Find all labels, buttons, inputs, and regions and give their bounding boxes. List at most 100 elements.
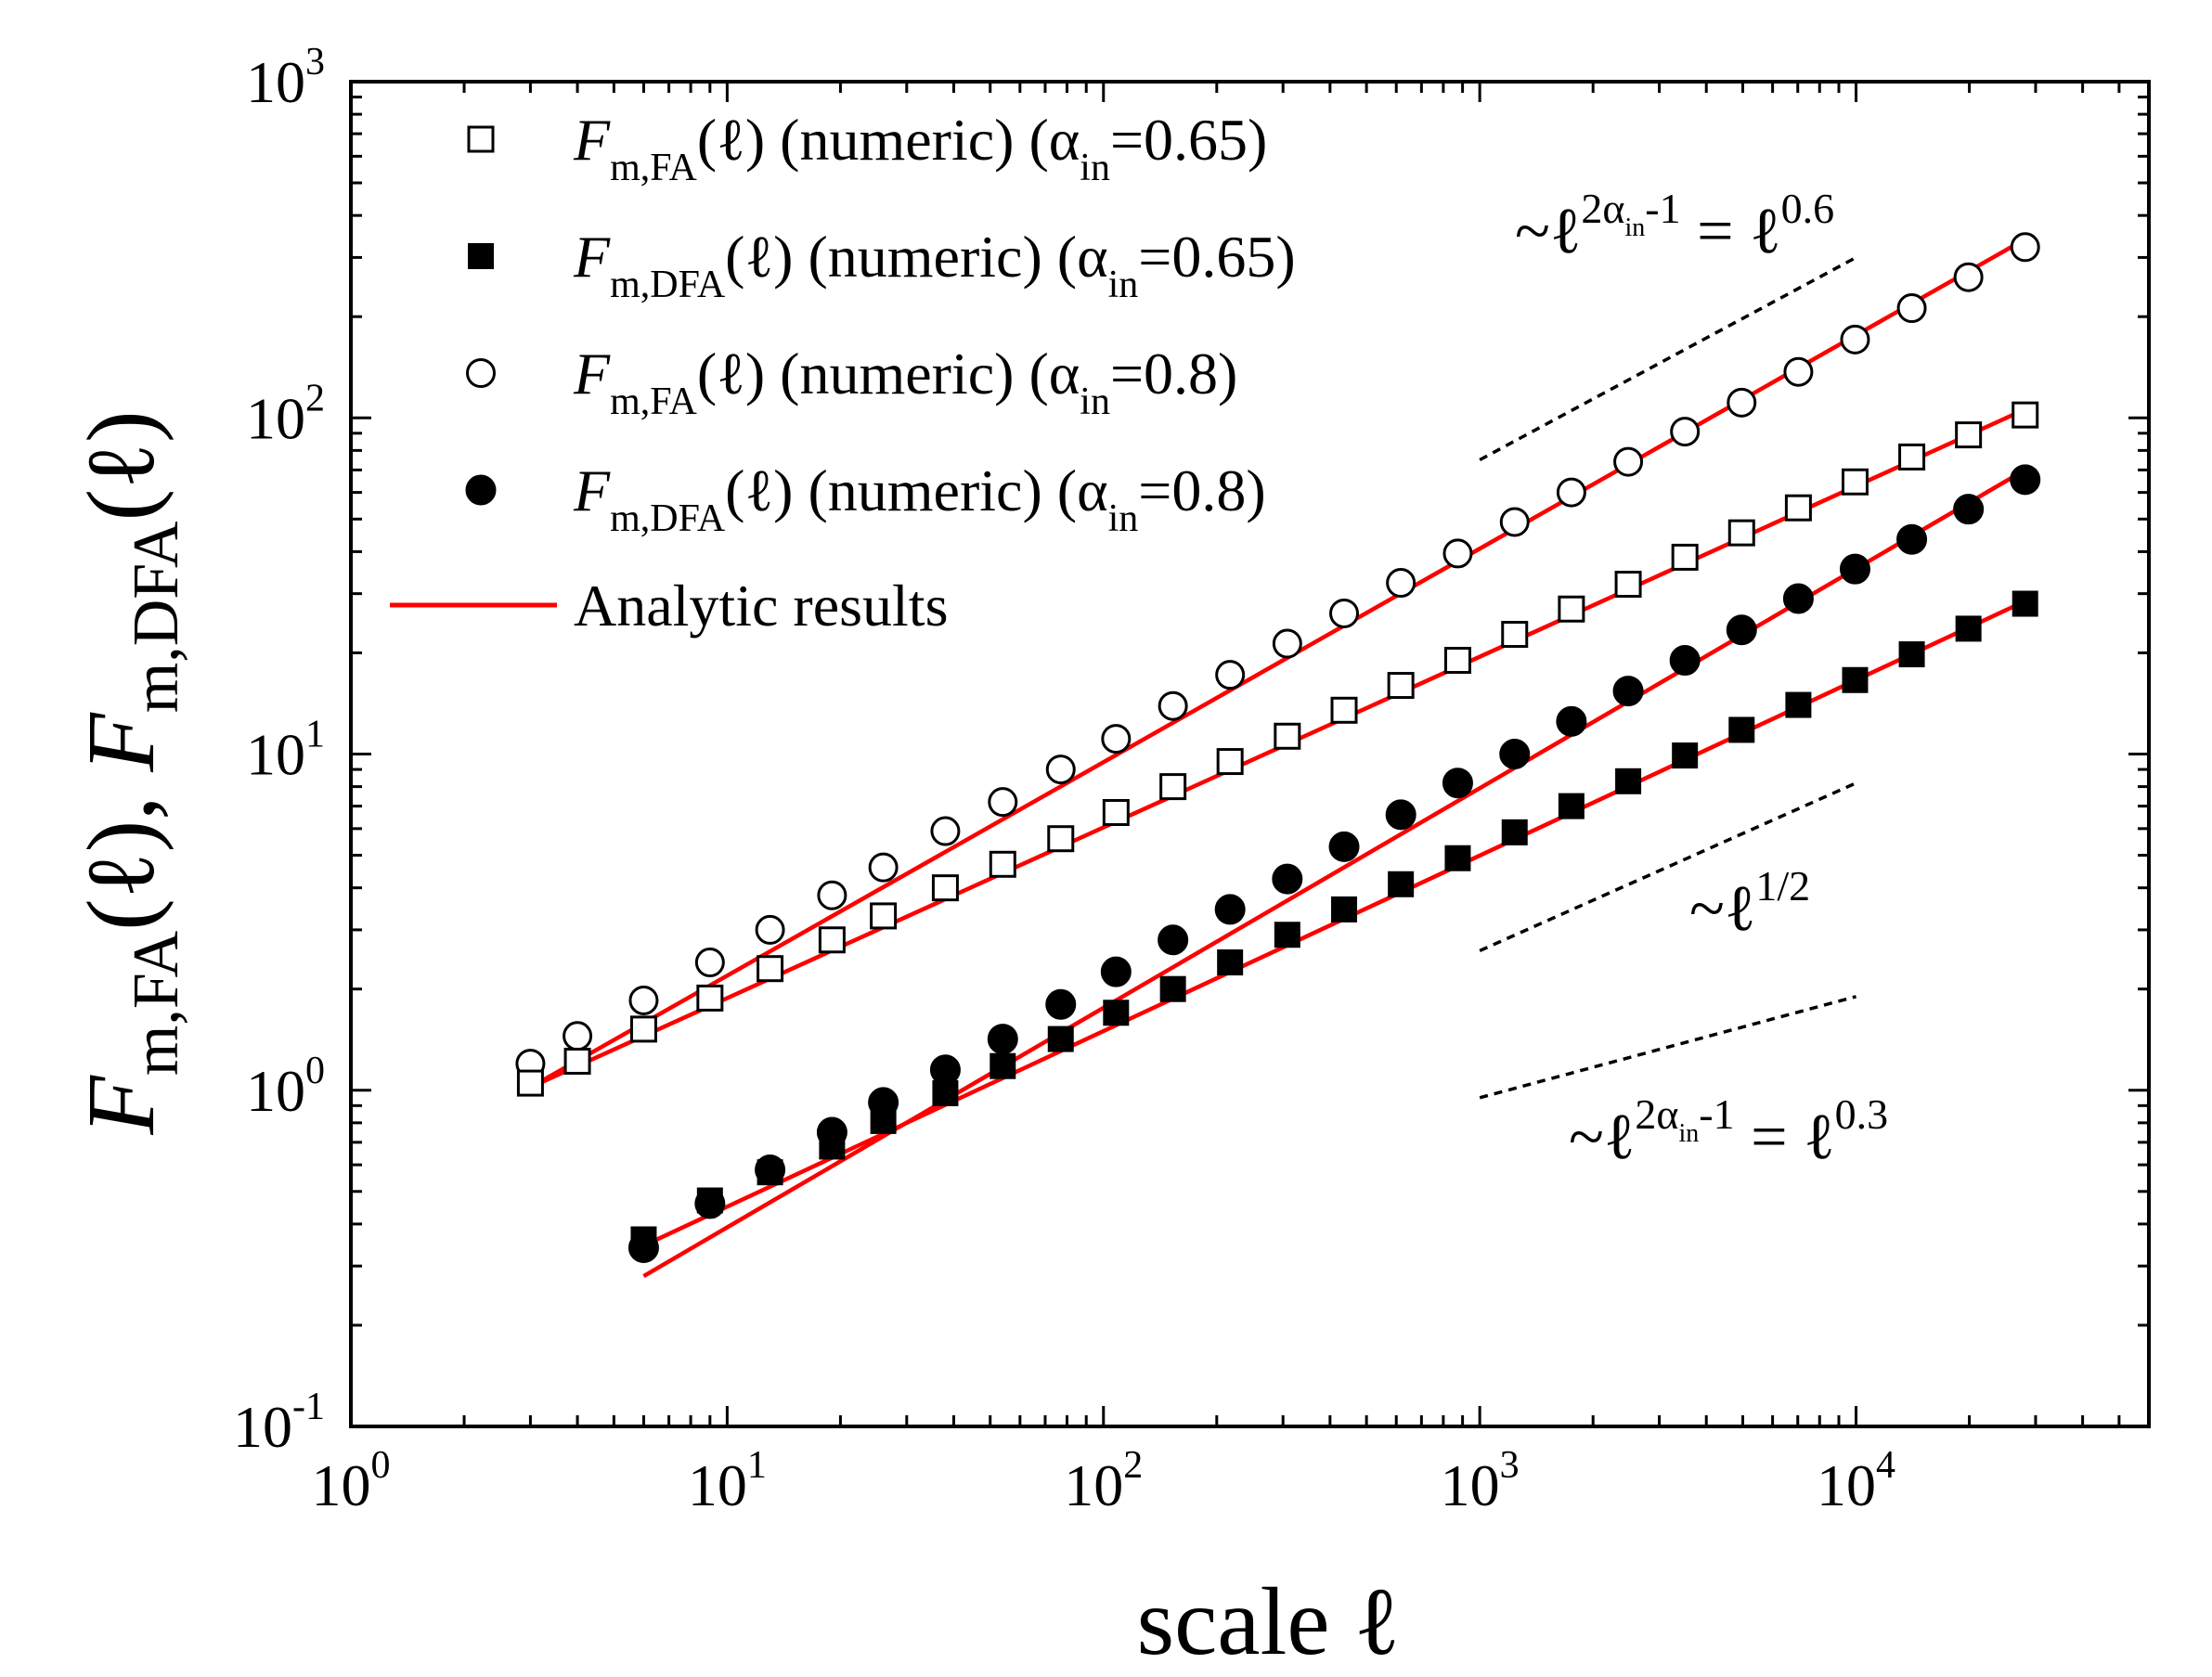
reference-line-3 [1479,995,1857,1100]
filled-circle-point [2010,464,2041,496]
plot-area [515,232,2041,1278]
open-circle-point [628,985,659,1015]
open-square-point [1159,773,1187,801]
reference-label-1: ~ℓ2αin-1 = ℓ0.6 [1515,185,1834,267]
filled-square-point [1558,793,1585,819]
legend-marker-open-circle [466,358,496,388]
filled-square-point [1842,666,1869,693]
filled-circle-point [1100,956,1132,987]
analytic-line-3 [529,237,2026,1090]
filled-square-point [819,1133,846,1160]
legend-marker-filled-square [468,243,494,269]
filled-circle-point [1158,924,1189,956]
filled-square-point [932,1079,959,1106]
filled-square-point [1672,742,1699,769]
filled-circle-point [1782,583,1814,614]
open-circle-point [868,852,899,883]
open-circle-point [1386,568,1416,599]
filled-square-point [1785,691,1812,718]
filled-circle-point [1045,988,1077,1020]
y-tick-label: 10-1 [233,1386,325,1460]
open-square-point [1784,494,1812,522]
filled-square-point [1728,716,1755,743]
y-tick-label: 100 [246,1050,325,1124]
filled-square-point [1501,819,1528,845]
filled-square-point [1159,975,1186,1002]
open-square-point [1330,696,1358,724]
filled-square-point [1103,1000,1130,1026]
x-tick-label: 103 [1441,1444,1520,1518]
filled-circle-point [1556,705,1587,737]
filled-square-point [1615,768,1642,794]
filled-circle-point [1214,894,1246,925]
open-square-point [629,1015,657,1043]
y-axis-title: Fm,FA(ℓ), Fm,DFA(ℓ) [68,410,192,1135]
open-circle-point [1158,690,1188,721]
open-circle-point [1272,628,1302,659]
open-circle-point [1783,356,1814,387]
open-square-point [563,1047,591,1075]
open-circle-point [988,787,1018,818]
filled-circle-point [1612,676,1644,707]
open-square-point [870,902,898,930]
open-circle-point [1953,262,1984,292]
filled-square-point [630,1226,657,1253]
open-circle-point [1840,324,1870,355]
legend-label-3: Fm,FA(ℓ) (numeric) (αin=0.8) [573,341,1237,423]
open-square-point [931,874,959,902]
open-circle-point [563,1021,593,1051]
filled-circle-point [1669,645,1701,677]
filled-square-point [1444,845,1471,871]
open-square-point [1047,825,1075,853]
filled-circle-point [1896,523,1928,555]
x-axis-title: scale ℓ [1137,1568,1401,1675]
open-square-point [989,850,1016,878]
open-circle-point [1329,598,1360,628]
filled-circle-point [1328,831,1360,862]
open-square-point [1671,543,1699,571]
filled-circle-point [1726,614,1757,646]
filled-square-point [1274,922,1300,948]
open-circle-point [1613,446,1644,477]
open-circle-point [930,816,961,846]
reference-line-1 [1479,255,1857,462]
open-circle-point [2010,232,2040,263]
open-circle-point [1215,660,1246,690]
legend-label-1: Fm,FA(ℓ) (numeric) (αin=0.65) [573,107,1267,189]
y-tick-label: 102 [246,377,325,451]
filled-square-point [1047,1026,1074,1052]
open-circle-point [1045,755,1076,785]
open-square-point [516,1069,544,1097]
open-square-point [757,955,784,983]
legend-analytic-label: Analytic results [574,573,948,639]
filled-circle-point [929,1054,961,1086]
open-square-point [1443,647,1471,675]
open-circle-point [755,914,785,945]
open-square-point [2011,401,2039,429]
legend-marker-filled-circle [465,474,497,506]
open-square-point [696,984,724,1012]
filled-circle-point [1272,863,1303,895]
legend: Fm,FA(ℓ) (numeric) (αin=0.65) Fm,DFA(ℓ) (… [390,107,1296,639]
open-circle-point [1499,507,1530,537]
filled-circle-point [987,1024,1018,1055]
filled-square-point [1217,949,1244,976]
open-square-point [1216,748,1244,776]
open-square-point [1727,519,1755,547]
x-tick-label: 104 [1817,1444,1895,1518]
reference-line-2 [1479,781,1857,953]
open-circle-point [817,880,847,910]
filled-circle-point [1442,768,1473,799]
open-square-point [1274,722,1301,750]
open-circle-point [1442,538,1473,569]
legend-marker-open-square [467,125,495,153]
filled-square-point [990,1052,1016,1079]
open-square-point [1102,799,1130,827]
open-circle-point [694,948,725,978]
filled-square-point [757,1159,783,1186]
filled-square-point [696,1187,723,1214]
open-square-point [1501,621,1529,649]
open-circle-point [1670,417,1701,447]
y-tick-label: 101 [246,714,325,788]
